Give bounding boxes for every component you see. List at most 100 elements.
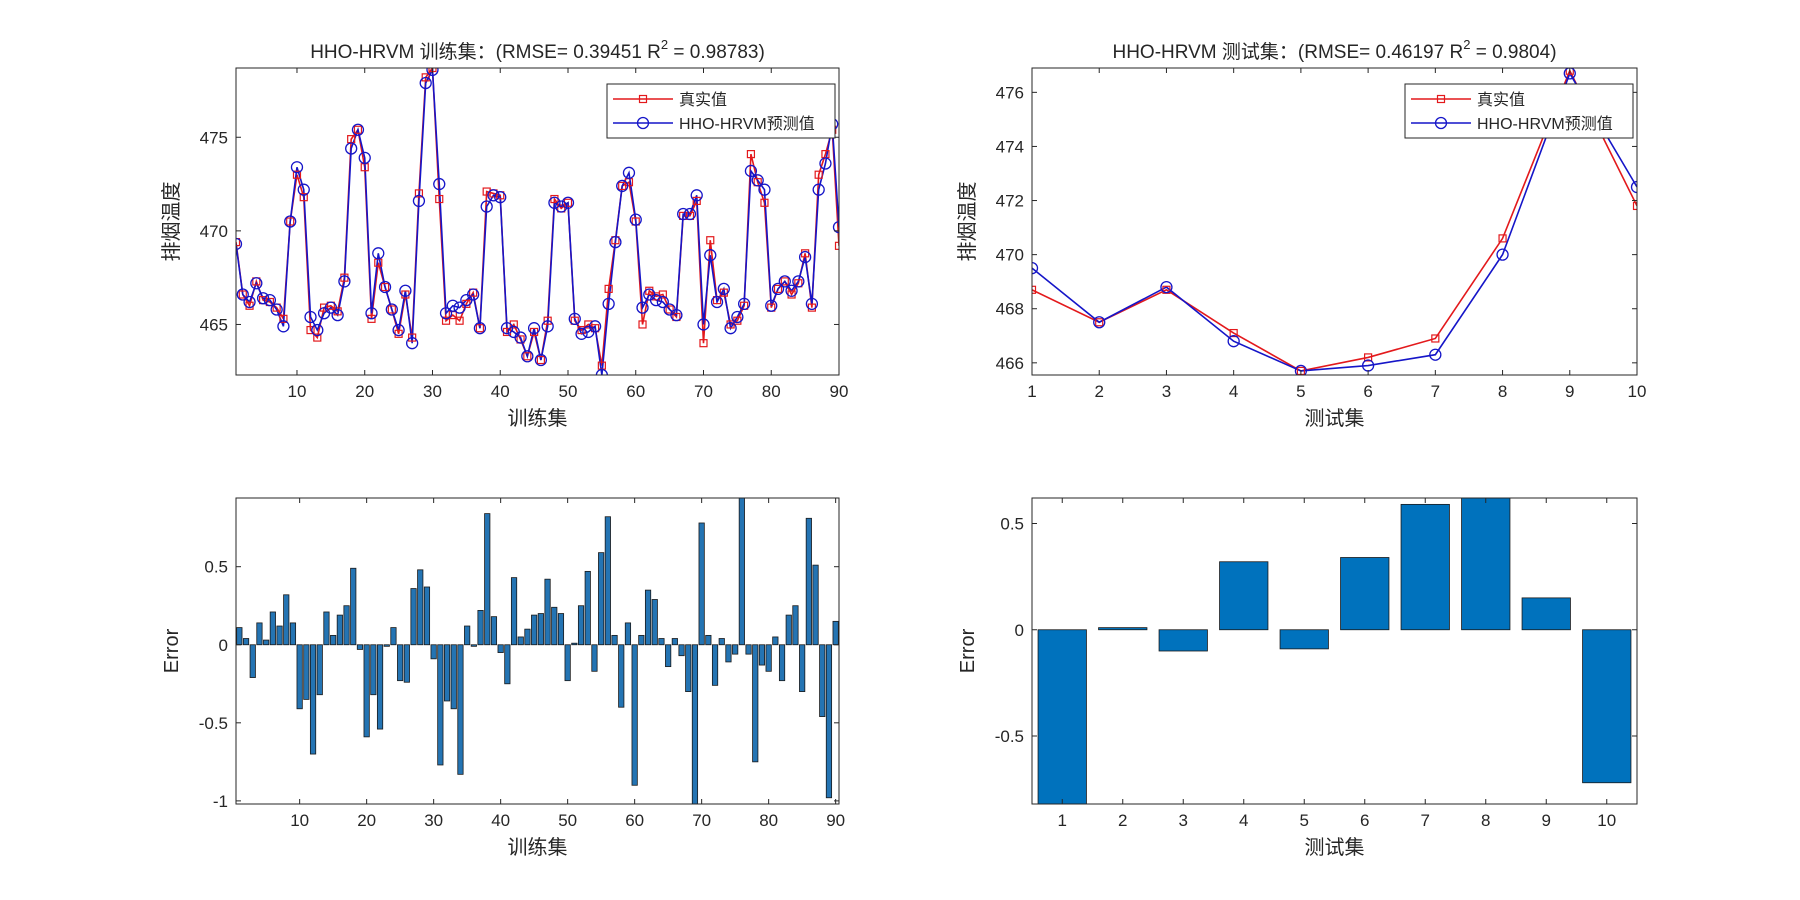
data-point-circle (256, 292, 270, 305)
data-point-circle (792, 275, 805, 288)
y-tick-label: 0.5 (1000, 515, 1024, 534)
y-tick-label: -0.5 (199, 714, 228, 733)
error-bar (242, 638, 250, 646)
error-bar (577, 605, 585, 646)
train-line-chart: 10 20 30 40 50 60 70 80 90 465 470 475 训练集 排烟温度 HHO-HR… (160, 37, 848, 430)
error-bar (772, 636, 779, 646)
data-point-circle (311, 323, 324, 337)
y-tick-label: 476 (996, 83, 1024, 102)
data-point-circle (595, 368, 609, 375)
error-bar (685, 644, 692, 693)
data-point-square (475, 324, 485, 333)
data-point-circle (263, 293, 277, 307)
data-point-circle (670, 308, 683, 322)
error-bar (778, 644, 786, 682)
x-tick-label: 9 (1542, 811, 1551, 830)
error-bar (799, 644, 806, 693)
x-tick-label: 6 (1360, 811, 1369, 830)
data-point-square (638, 320, 647, 329)
y-tick-label: 470 (996, 246, 1024, 265)
data-point-circle (250, 277, 263, 290)
error-bar (671, 638, 678, 646)
data-point-circle (406, 337, 419, 350)
error-bar (303, 644, 310, 700)
y-tick-label: -0.5 (995, 727, 1024, 746)
data-point-circle (1563, 68, 1576, 80)
data-point-circle (365, 307, 378, 320)
legend-label: 真实值 (679, 91, 727, 109)
chart-title-tail: = 0.98783) (668, 42, 765, 63)
error-bar (363, 644, 370, 738)
data-point-square (543, 316, 552, 325)
x-tick-label: 20 (355, 382, 374, 401)
x-tick-label: 8 (1498, 382, 1507, 401)
legend-label: HHO-HRVM预测值 (679, 115, 815, 133)
y-tick-label: 466 (996, 354, 1024, 373)
data-point-square (421, 73, 430, 82)
data-point-square (236, 237, 241, 247)
error-bar (1219, 561, 1269, 631)
error-bar (283, 594, 290, 646)
error-bar (819, 644, 826, 717)
data-point-square (692, 196, 701, 206)
data-point-circle (812, 183, 825, 196)
plot-content (1037, 498, 1632, 804)
data-point-circle (439, 307, 453, 320)
data-point-circle (527, 322, 541, 335)
y-axis-label: 排烟温度 (956, 182, 979, 262)
error-bar (644, 589, 652, 646)
error-bar (812, 564, 819, 646)
data-point-circle (819, 157, 832, 170)
error-bar (598, 552, 605, 646)
y-tick-label: 0.5 (204, 558, 228, 577)
y-tick-label: 468 (996, 300, 1024, 319)
data-point-circle (724, 322, 737, 335)
x-tick-label: 2 (1094, 382, 1103, 401)
data-point-circle (555, 200, 568, 213)
data-point-circle (602, 297, 615, 311)
error-bar (350, 567, 357, 646)
error-bar (1521, 597, 1571, 631)
error-bar (504, 644, 511, 685)
x-tick-label: 40 (491, 811, 510, 830)
x-tick-label: 30 (423, 382, 442, 401)
data-point-circle (785, 284, 798, 297)
data-point-circle (426, 68, 439, 77)
y-tick-label: 472 (996, 192, 1024, 211)
data-point-circle (385, 303, 398, 316)
error-bar (718, 638, 725, 646)
error-bar (383, 644, 390, 647)
error-bar (792, 605, 799, 646)
data-point-circle (568, 312, 581, 325)
data-point-circle (683, 207, 697, 221)
data-point-square (773, 284, 783, 293)
error-bar (316, 644, 323, 696)
data-point-square (834, 241, 839, 250)
data-point-circle (697, 318, 710, 331)
x-tick-label: 70 (692, 811, 711, 830)
data-point-square (367, 314, 376, 323)
data-point-circle (778, 275, 791, 288)
error-bar (624, 622, 632, 646)
y-tick-label: 0 (219, 636, 228, 655)
data-point-circle (805, 297, 819, 311)
test-error-chart: 1 2 3 4 5 6 7 8 9 10 -0.5 0 0.5 测试集 Error (957, 497, 1638, 859)
error-bar (309, 644, 317, 755)
error-bar (832, 620, 839, 646)
data-point-square (441, 316, 451, 325)
error-bar (323, 611, 330, 646)
y-axis-label: Error (957, 628, 979, 673)
data-point-square (699, 339, 708, 348)
error-bar (544, 578, 551, 646)
data-point-circle (1160, 280, 1173, 294)
x-tick-label: 60 (626, 382, 645, 401)
plot-area (1032, 498, 1637, 804)
error-bar (1340, 557, 1390, 631)
error-bar (276, 625, 283, 646)
y-tick-label: -1 (213, 792, 228, 811)
data-point-circle (690, 189, 703, 202)
error-bar (758, 644, 766, 666)
data-point-circle (446, 299, 459, 312)
error-bar (249, 644, 256, 678)
data-point-circle (372, 247, 385, 260)
